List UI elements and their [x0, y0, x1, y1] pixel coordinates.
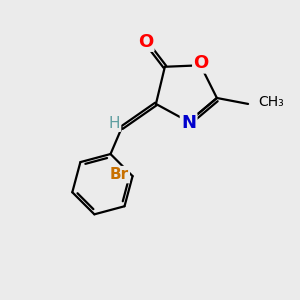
Text: O: O [138, 32, 153, 50]
Text: H: H [109, 116, 120, 131]
Text: CH₃: CH₃ [259, 95, 284, 110]
Text: N: N [181, 114, 196, 132]
Text: Br: Br [110, 167, 129, 182]
Text: O: O [194, 54, 209, 72]
